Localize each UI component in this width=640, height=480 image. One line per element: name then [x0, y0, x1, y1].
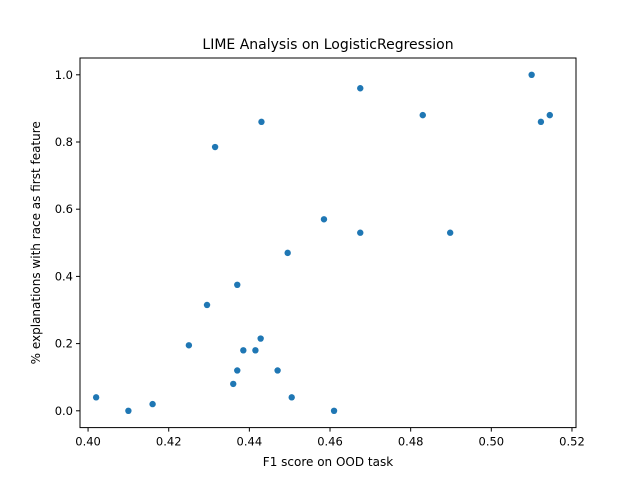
data-point [320, 216, 328, 223]
y-tick-label: 1.0 [55, 68, 73, 82]
data-point [234, 367, 241, 374]
x-tick-label: 0.52 [559, 435, 585, 449]
data-point [240, 347, 247, 354]
x-axis-label: F1 score on OOD task [263, 455, 393, 469]
y-tick-label: 0.2 [55, 337, 73, 351]
chart-title: LIME Analysis on LogisticRegression [202, 37, 453, 53]
y-tick-label: 0.6 [55, 202, 73, 216]
data-point [284, 249, 291, 257]
data-points [92, 71, 553, 414]
x-tick-label: 0.40 [75, 435, 101, 449]
x-axis-ticks: 0.40 0.42 0.44 0.46 0.48 0.50 0.52 [75, 427, 585, 449]
data-point [185, 342, 193, 349]
data-point [274, 367, 281, 374]
data-point [230, 380, 237, 388]
x-tick-label: 0.46 [317, 435, 343, 449]
data-point [149, 400, 156, 408]
data-point [92, 394, 100, 401]
data-point [203, 301, 211, 309]
data-point [446, 229, 454, 236]
data-point [252, 347, 259, 354]
data-point [211, 143, 219, 151]
data-point [234, 281, 241, 288]
data-point [357, 85, 364, 92]
y-axis-ticks: 0.0 0.2 0.4 0.6 0.8 1.0 [55, 68, 80, 418]
y-tick-label: 0.0 [55, 404, 73, 418]
x-tick-label: 0.44 [237, 435, 263, 449]
data-point [288, 394, 295, 401]
data-point [546, 111, 553, 119]
plot-frame [79, 57, 577, 429]
data-point [419, 111, 426, 119]
y-axis-label: % explanations with race as first featur… [29, 121, 43, 364]
data-point [257, 335, 264, 342]
y-tick-label: 0.8 [55, 135, 73, 149]
data-point [330, 407, 338, 414]
data-point [357, 229, 364, 236]
data-point [528, 71, 535, 79]
y-tick-label: 0.4 [55, 269, 73, 283]
data-point [258, 118, 265, 126]
x-tick-label: 0.42 [156, 435, 182, 449]
data-point [537, 118, 545, 126]
x-tick-label: 0.48 [398, 435, 424, 449]
data-point [125, 407, 132, 414]
x-tick-label: 0.50 [479, 435, 505, 449]
